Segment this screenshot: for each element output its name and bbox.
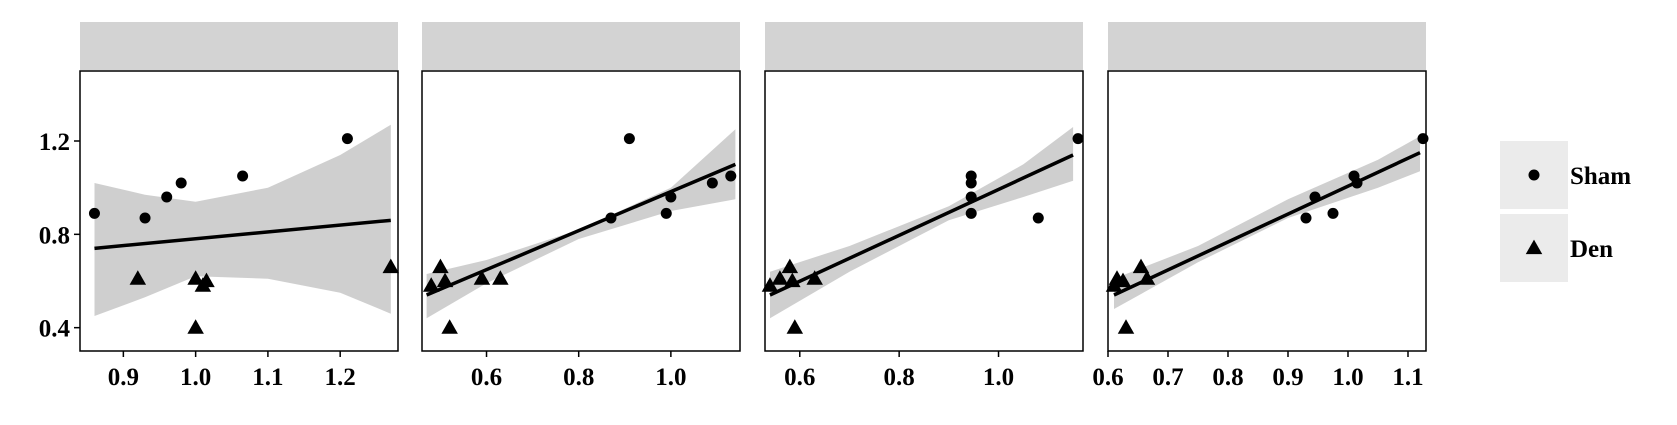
confidence-ribbon	[426, 129, 736, 319]
regression-line	[425, 162, 737, 297]
point-sham	[1072, 133, 1084, 145]
legend: Sham Den	[1500, 141, 1631, 282]
confidence-ribbon	[94, 124, 391, 316]
x-tick-label: 0.6	[1092, 364, 1123, 391]
point-sham	[341, 133, 353, 145]
point-den	[1114, 272, 1132, 288]
point-den	[781, 258, 799, 274]
facet-panel-4: 0.6 0.7 0.8 0.9 1.0 1.1	[1092, 22, 1429, 391]
point-den	[473, 270, 491, 285]
point-den	[786, 319, 804, 334]
x-tick-label: 1.2	[325, 364, 356, 391]
point-den	[1117, 319, 1135, 334]
point-den	[806, 270, 823, 285]
x-tick-label: 0.9	[1272, 364, 1303, 391]
x-tick-label: 1.1	[1392, 364, 1423, 391]
point-sham	[965, 207, 977, 219]
y-tick-label: 0.4	[39, 316, 71, 343]
x-tick-label: 0.8	[563, 364, 594, 391]
facet-strip	[1108, 22, 1426, 70]
facet-strip	[765, 22, 1083, 70]
point-den	[771, 270, 789, 285]
point-den	[441, 319, 458, 334]
regression-line	[94, 218, 391, 251]
x-tick-label: 0.6	[471, 364, 502, 391]
point-sham	[1309, 191, 1321, 203]
x-tick-label: 1.1	[252, 364, 283, 391]
y-tick-label: 1.2	[39, 129, 70, 156]
x-tick-label: 0.8	[884, 364, 915, 391]
point-sham	[161, 191, 173, 203]
point-sham	[1300, 212, 1312, 224]
legend-symbol-circle	[1528, 169, 1540, 181]
point-den	[1132, 258, 1150, 274]
point-sham	[965, 177, 977, 189]
point-den	[382, 258, 400, 274]
x-tick-label: 0.8	[1212, 364, 1243, 391]
facet-strip	[80, 22, 398, 70]
point-sham	[965, 191, 977, 203]
point-den	[187, 319, 204, 334]
panel-border	[79, 70, 399, 352]
point-den	[422, 277, 440, 292]
panel-border	[1107, 70, 1427, 352]
point-sham	[88, 207, 100, 219]
point-sham	[175, 177, 187, 189]
point-sham	[1417, 133, 1429, 145]
point-den	[129, 270, 147, 285]
point-sham	[605, 212, 617, 224]
point-den	[436, 272, 454, 288]
point-sham	[1351, 177, 1363, 189]
legend-symbol-triangle	[1525, 239, 1543, 255]
y-tick-label: 0.8	[39, 222, 70, 249]
point-sham	[139, 212, 151, 224]
point-den	[1138, 270, 1156, 285]
legend-label-sham: Sham	[1570, 163, 1631, 190]
point-den	[187, 270, 204, 285]
point-sham	[706, 177, 718, 189]
point-den	[194, 277, 212, 292]
point-sham	[660, 207, 672, 219]
x-tick-label: 0.7	[1152, 364, 1183, 391]
point-den	[432, 258, 449, 274]
facet-panel-1: 0.9 1.0 1.1 1.2	[79, 22, 400, 391]
point-den	[492, 270, 509, 285]
x-tick-label: 1.0	[655, 364, 686, 391]
facet-panel-3: 0.6 0.8 1.0	[761, 22, 1084, 391]
point-sham	[665, 191, 677, 203]
panel-border	[764, 70, 1084, 352]
point-sham	[725, 170, 737, 182]
regression-line	[769, 153, 1074, 297]
point-sham	[1327, 207, 1339, 219]
facet-strip	[422, 22, 740, 70]
legend-label-den: Den	[1570, 236, 1613, 263]
x-tick-label: 1.0	[983, 364, 1014, 391]
facet-panel-2: 0.6 0.8 1.0	[421, 22, 741, 391]
x-tick-label: 1.0	[180, 364, 211, 391]
confidence-ribbon	[770, 127, 1074, 319]
x-tick-label: 0.6	[784, 364, 815, 391]
panel-border	[421, 70, 741, 352]
point-sham	[623, 133, 635, 145]
x-tick-label: 0.9	[108, 364, 139, 391]
x-tick-label: 1.0	[1332, 364, 1363, 391]
point-sham	[237, 170, 249, 182]
regression-line	[1113, 151, 1421, 297]
point-sham	[1032, 212, 1044, 224]
point-den	[761, 277, 779, 292]
point-den	[784, 272, 801, 288]
